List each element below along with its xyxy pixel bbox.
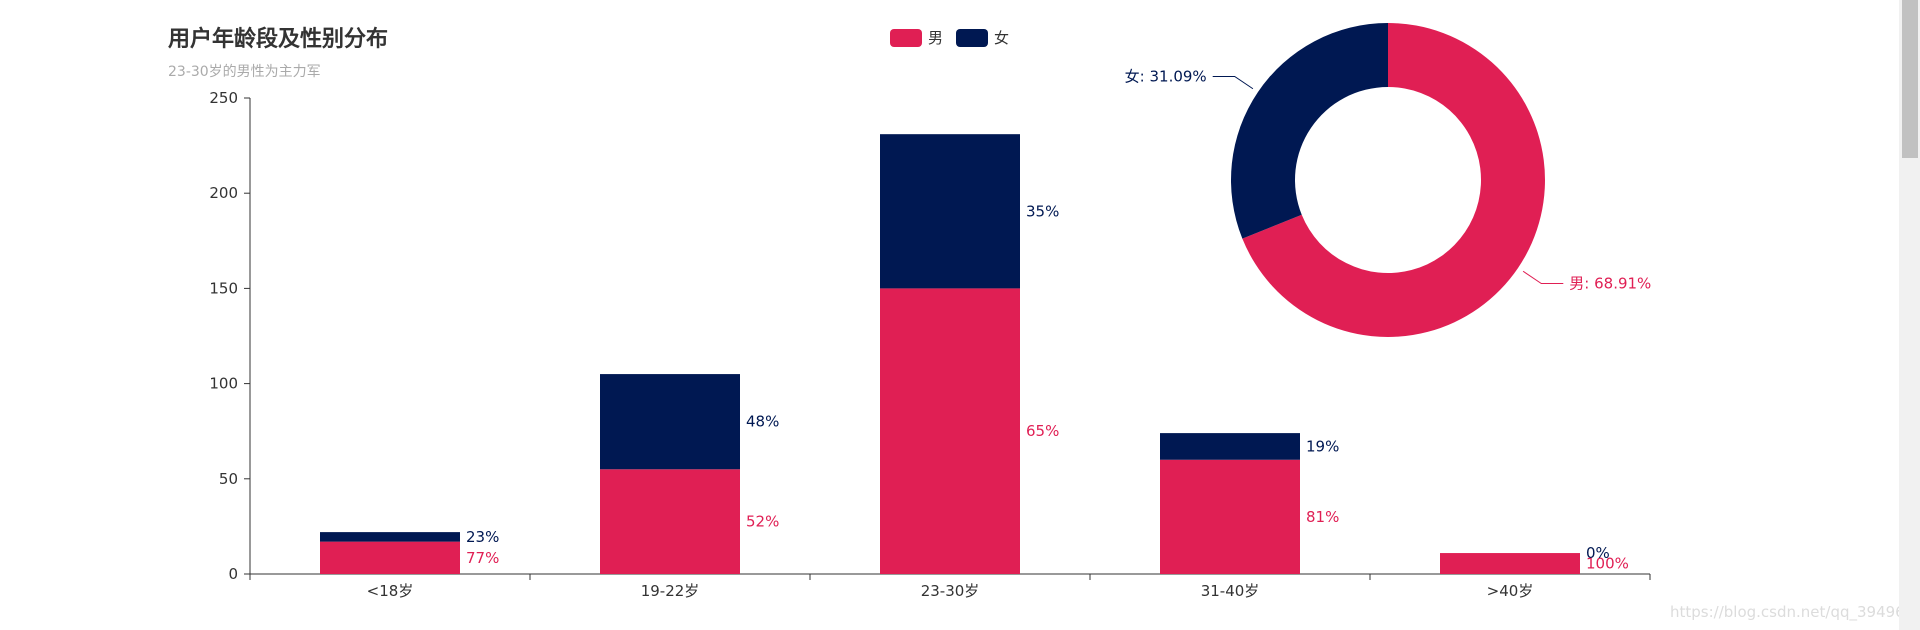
bar-data-label: 48%: [746, 413, 779, 431]
legend-swatch-female: [956, 29, 988, 47]
x-tick-label: 23-30岁: [921, 582, 980, 600]
y-tick-label: 150: [209, 279, 238, 297]
y-tick-label: 100: [209, 375, 238, 393]
bar-male[interactable]: [320, 541, 460, 574]
donut-slice-male[interactable]: [1242, 23, 1546, 337]
legend-item-male[interactable]: 男: [890, 29, 943, 47]
donut-slice-female[interactable]: [1231, 23, 1388, 239]
y-tick-label: 50: [219, 470, 238, 488]
y-tick-label: 200: [209, 184, 238, 202]
bar-female[interactable]: [320, 532, 460, 542]
y-tick-label: 0: [228, 565, 238, 583]
donut-label: 女: 31.09%: [1125, 67, 1207, 85]
watermark: https://blog.csdn.net/qq_39496504: [1670, 603, 1920, 622]
legend-label-male: 男: [928, 29, 943, 47]
legend-label-female: 女: [994, 29, 1009, 47]
chart-title: 用户年龄段及性别分布: [168, 26, 388, 52]
legend-swatch-male: [890, 29, 922, 47]
legend-item-female[interactable]: 女: [956, 29, 1009, 47]
bar-data-label: 23%: [466, 528, 499, 546]
x-tick-label: <18岁: [367, 582, 414, 600]
bar-male[interactable]: [1440, 553, 1580, 574]
y-tick-label: 250: [209, 89, 238, 107]
bar-female[interactable]: [1160, 433, 1300, 460]
bar-male[interactable]: [1160, 459, 1300, 574]
x-tick-label: >40岁: [1487, 582, 1534, 600]
x-tick-label: 19-22岁: [641, 582, 700, 600]
bar-data-label: 19%: [1306, 437, 1339, 455]
scrollbar-thumb[interactable]: [1902, 0, 1918, 158]
bar-data-label: 100%: [1586, 555, 1629, 573]
donut-leader-line: [1522, 270, 1564, 285]
bar-data-label: 0%: [1586, 544, 1610, 562]
chart-subtitle: 23-30岁的男性为主力军: [168, 64, 321, 80]
bar-data-label: 35%: [1026, 202, 1059, 220]
donut-label: 男: 68.91%: [1569, 275, 1651, 293]
bar-data-label: 77%: [466, 549, 499, 567]
donut-chart: 男: 68.91% 女: 31.09%: [1125, 23, 1651, 337]
donut-leader-line: [1212, 75, 1254, 90]
legend[interactable]: 男 女: [890, 29, 1009, 47]
bar-female[interactable]: [600, 374, 740, 470]
bar-female[interactable]: [880, 134, 1020, 289]
bar-chart: 0 50 100 150 200 250 <18岁 77% 23% 19-22岁 52% 48% 23-…: [209, 89, 1651, 600]
bar-male[interactable]: [600, 469, 740, 574]
bar-male[interactable]: [880, 288, 1020, 574]
bar-data-label: 65%: [1026, 422, 1059, 440]
bar-data-label: 52%: [746, 513, 779, 531]
x-tick-label: 31-40岁: [1201, 582, 1260, 600]
bar-data-label: 81%: [1306, 508, 1339, 526]
